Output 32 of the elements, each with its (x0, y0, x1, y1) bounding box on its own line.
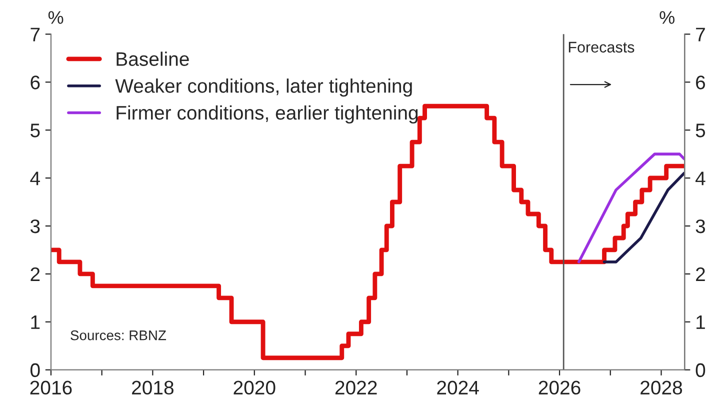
y-tick-label: 0 (30, 363, 40, 378)
x-tick-label: 2024 (437, 380, 479, 395)
x-tick-label: 2028 (640, 380, 682, 395)
x-tick-label: 2022 (335, 380, 377, 395)
y-tick-label: 7 (30, 28, 40, 42)
y2-tick-label: 5 (696, 124, 706, 138)
y2-tick-label: 4 (696, 172, 706, 186)
y-tick-label: 3 (30, 219, 40, 234)
y-tick-label: 5 (30, 124, 40, 138)
y-tick-label: 6 (30, 76, 40, 90)
y-tick-label: 1 (31, 316, 40, 329)
line-series (602, 172, 685, 264)
ref-line-label: Forecasts (568, 42, 634, 53)
y2-tick-label: 1 (696, 316, 705, 329)
legend-label: Weaker conditions, later tightening (115, 78, 412, 97)
line-series (577, 152, 685, 264)
y-tick-label: 4 (30, 172, 40, 186)
y2-tick-label: 3 (696, 219, 706, 234)
y-axis-title: % (48, 11, 64, 24)
x-tick-label: 2018 (132, 380, 174, 395)
x-tick-label: 2026 (538, 380, 580, 395)
y2-tick-label: 0 (696, 363, 706, 378)
y2-tick-label: 6 (696, 76, 706, 90)
y-tick-label: 2 (30, 267, 40, 281)
legend-label: Firmer conditions, earlier tightening (116, 105, 418, 124)
y2-axis-title: % (660, 11, 674, 24)
annotation: Sources: RBNZ (70, 330, 166, 340)
x-tick-label: 2016 (30, 380, 72, 395)
y2-tick-label: 2 (696, 267, 705, 281)
x-tick-label: 2020 (234, 380, 276, 395)
y2-tick-label: 7 (696, 28, 705, 42)
legend-label: Baseline (116, 52, 189, 66)
